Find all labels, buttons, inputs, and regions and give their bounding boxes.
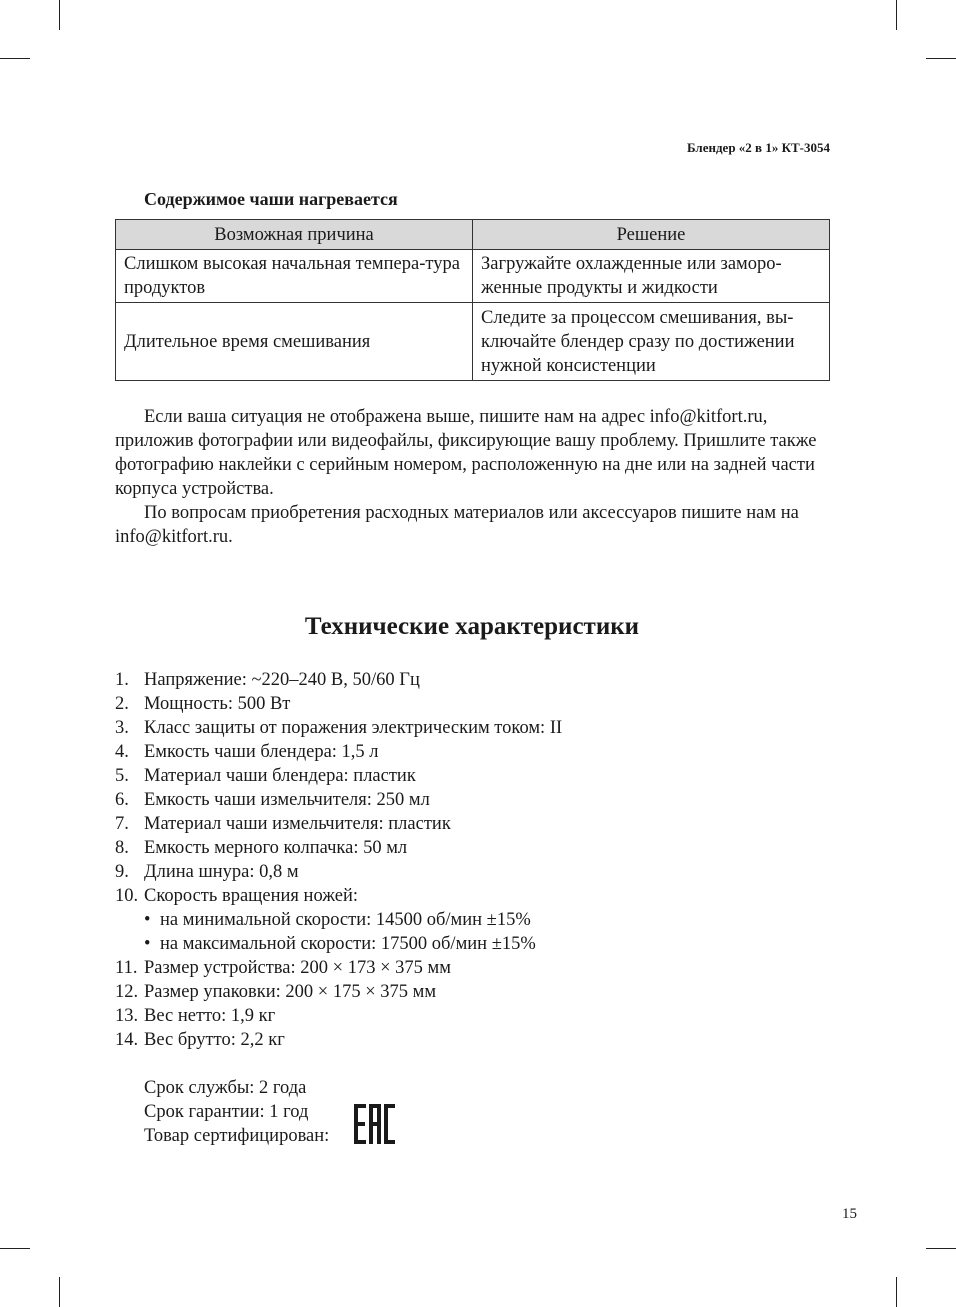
item-number: 14. bbox=[115, 1030, 139, 1050]
crop-mark bbox=[0, 58, 30, 59]
item-text: Вес нетто: 1,9 кг bbox=[144, 1006, 276, 1026]
crop-mark bbox=[59, 0, 60, 30]
item-number: 13. bbox=[115, 1006, 139, 1026]
specs-title: Технические характеристики bbox=[304, 613, 640, 640]
crop-mark bbox=[926, 1248, 956, 1249]
specs-list: 1. Напряжение: ~220–240 В, 50/60 Гц 2. Мощ… bbox=[115, 668, 562, 1052]
item-number: 12. bbox=[115, 982, 139, 1002]
item-number: 5. bbox=[115, 766, 129, 786]
table-header-row: Возможная причина Решение bbox=[115, 219, 830, 250]
column-header: Решение bbox=[472, 219, 830, 250]
section-heading: Содержимое чаши нагревается bbox=[144, 189, 398, 209]
list-item: 14. Вес брутто: 2,2 кг bbox=[115, 1028, 562, 1052]
eac-logo bbox=[354, 1104, 395, 1144]
bullet-text: на минимальной скорости: 14500 об/мин ±1… bbox=[160, 910, 531, 930]
column-header: Возможная причина bbox=[115, 219, 473, 250]
crop-mark bbox=[926, 58, 956, 59]
list-item: 7. Материал чаши измельчителя: пластик bbox=[115, 812, 562, 836]
list-item: 4. Емкость чаши блендера: 1,5 л bbox=[115, 740, 562, 764]
item-text: Материал чаши блендера: пластик bbox=[144, 766, 416, 786]
item-text: Емкость мерного колпачка: 50 мл bbox=[144, 838, 408, 858]
crop-mark bbox=[0, 1248, 30, 1249]
item-number: 6. bbox=[115, 790, 129, 810]
item-text: Длина шнура: 0,8 м bbox=[144, 862, 299, 882]
troubleshooting-table: Возможная причина Решение Слишком высока… bbox=[115, 219, 830, 381]
item-text: Емкость чаши измельчителя: 250 мл bbox=[144, 790, 430, 810]
item-text: Напряжение: ~220–240 В, 50/60 Гц bbox=[144, 670, 420, 690]
service-life: Срок службы: 2 года bbox=[144, 1078, 307, 1098]
item-number: 9. bbox=[115, 862, 129, 882]
item-number: 4. bbox=[115, 742, 129, 762]
list-item: 5. Материал чаши блендера: пластик bbox=[115, 764, 562, 788]
item-text: Емкость чаши блендера: 1,5 л bbox=[144, 742, 379, 762]
paragraph: Если ваша ситуация не отображена выше, п… bbox=[115, 407, 817, 499]
list-item: 2. Мощность: 500 Вт bbox=[115, 692, 562, 716]
table-cell: Загружайте охлажденные или заморо-женные… bbox=[472, 249, 830, 303]
running-header: Блендер «2 в 1» КТ-3054 bbox=[687, 140, 830, 155]
list-item: 12. Размер упаковки: 200 × 175 × 375 мм bbox=[115, 980, 562, 1004]
list-item: 8. Емкость мерного колпачка: 50 мл bbox=[115, 836, 562, 860]
table-row: Слишком высокая начальная темпера-тура п… bbox=[115, 249, 830, 303]
table-row: Длительное время смешивания Следите за п… bbox=[115, 302, 830, 381]
item-text: Материал чаши измельчителя: пластик bbox=[144, 814, 451, 834]
item-number: 2. bbox=[115, 694, 129, 714]
list-item: 10. Скорость вращения ножей: • на минималь… bbox=[115, 884, 562, 956]
item-number: 11. bbox=[115, 958, 138, 978]
paragraph: По вопросам приобретения расходных матер… bbox=[115, 503, 799, 547]
list-item: 6. Емкость чаши измельчителя: 250 мл bbox=[115, 788, 562, 812]
item-text: Скорость вращения ножей: bbox=[144, 886, 359, 906]
service-info: Срок службы: 2 года Срок гарантии: 1 год… bbox=[144, 1076, 329, 1148]
certified-label: Товар сертифицирован: bbox=[144, 1126, 330, 1146]
warranty: Срок гарантии: 1 год bbox=[144, 1102, 309, 1122]
bullet-icon: • bbox=[144, 910, 151, 930]
table-cell: Следите за процессом смешивания, вы-ключ… bbox=[472, 302, 830, 381]
list-item: 11. Размер устройства: 200 × 173 × 375 мм bbox=[115, 956, 562, 980]
item-text: Мощность: 500 Вт bbox=[144, 694, 291, 714]
item-number: 8. bbox=[115, 838, 129, 858]
item-text: Размер упаковки: 200 × 175 × 375 мм bbox=[144, 982, 437, 1002]
item-text: Класс защиты от поражения электрическим … bbox=[144, 718, 563, 738]
speed-sublist: • на минимальной скорости: 14500 об/мин ±… bbox=[144, 908, 562, 956]
crop-mark bbox=[896, 1277, 897, 1307]
item-text: Вес брутто: 2,2 кг bbox=[144, 1030, 285, 1050]
list-item: 9. Длина шнура: 0,8 м bbox=[115, 860, 562, 884]
item-number: 3. bbox=[115, 718, 129, 738]
crop-mark bbox=[59, 1277, 60, 1307]
bullet-item: • на минимальной скорости: 14500 об/мин ±… bbox=[144, 908, 562, 932]
item-number: 10. bbox=[115, 886, 139, 906]
item-number: 7. bbox=[115, 814, 129, 834]
item-text: Размер устройства: 200 × 173 × 375 мм bbox=[144, 958, 451, 978]
crop-mark bbox=[896, 0, 897, 30]
bullet-text: на максимальной скорости: 17500 об/мин ±… bbox=[160, 934, 536, 954]
table-cell: Слишком высокая начальная темпера-тура п… bbox=[115, 249, 473, 303]
table-cell: Длительное время смешивания bbox=[115, 302, 473, 381]
list-item: 1. Напряжение: ~220–240 В, 50/60 Гц bbox=[115, 668, 562, 692]
bullet-icon: • bbox=[144, 934, 151, 954]
item-number: 1. bbox=[115, 670, 129, 690]
list-item: 3. Класс защиты от поражения электрически… bbox=[115, 716, 562, 740]
page-number: 15 bbox=[842, 1206, 857, 1222]
bullet-item: • на максимальной скорости: 17500 об/мин … bbox=[144, 932, 562, 956]
list-item: 13. Вес нетто: 1,9 кг bbox=[115, 1004, 562, 1028]
